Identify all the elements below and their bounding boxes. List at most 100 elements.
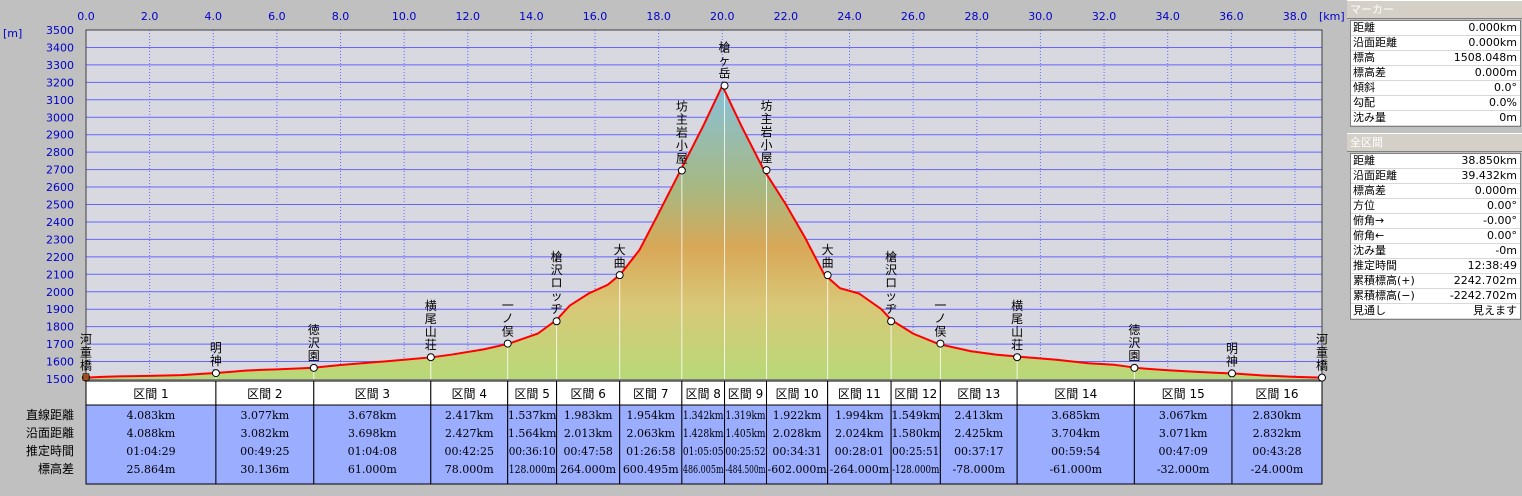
waypoint-label-char: 明 xyxy=(1226,341,1238,355)
total-row: 見通し 見えます xyxy=(1351,304,1520,319)
waypoint-marker xyxy=(309,363,318,372)
marker-row-value: 0.0% xyxy=(1489,96,1517,109)
marker-row: 傾斜 0.0° xyxy=(1351,81,1520,96)
waypoint-label-char: 槍 xyxy=(719,40,731,55)
marker-row-key: 沿面距離 xyxy=(1353,36,1397,49)
waypoint-label-char: 沢 xyxy=(885,263,897,277)
segment-name: 区間 4 xyxy=(452,387,487,401)
total-row-key: 方位 xyxy=(1353,199,1375,212)
y-tick-label: 2400 xyxy=(46,216,74,229)
waypoint-label-char: 神 xyxy=(1226,354,1238,368)
x-tick-label: 26.0 xyxy=(901,10,926,23)
x-tick-label: 36.0 xyxy=(1219,10,1244,23)
segment-header-cell xyxy=(724,380,768,406)
segment-data-cell xyxy=(619,404,683,485)
waypoint-label-char: 屋 xyxy=(761,151,773,165)
segment-value: 3.067km xyxy=(1159,409,1208,422)
segment-value: 3.071km xyxy=(1159,427,1208,440)
segment-value: 00:25:51 xyxy=(892,445,939,458)
total-row: 俯角← 0.00° xyxy=(1351,229,1520,244)
segment-data-cell xyxy=(85,404,217,485)
segment-value: -61.000m xyxy=(1049,463,1102,476)
marker-row: 距離 0.000km xyxy=(1351,21,1520,36)
total-row-value: 38.850km xyxy=(1461,154,1517,167)
waypoint-label-char: 荘 xyxy=(425,338,437,352)
total-row-value: 2242.702m xyxy=(1453,274,1517,287)
total-row-value: 39.432km xyxy=(1461,169,1517,182)
waypoint-marker xyxy=(762,166,771,175)
segment-value: 61.000m xyxy=(348,463,397,476)
y-tick-label: 2500 xyxy=(46,199,74,212)
marker-row-value: 0.000km xyxy=(1468,36,1517,49)
x-tick-label: 2.0 xyxy=(141,10,159,23)
x-tick-label: 16.0 xyxy=(583,10,608,23)
waypoint-marker xyxy=(887,317,896,326)
waypoint-marker xyxy=(503,339,512,348)
waypoint-marker xyxy=(1130,363,1139,372)
y-tick-label: 1500 xyxy=(46,373,74,386)
segment-data-cell xyxy=(215,404,315,485)
segment-value: -484.500m xyxy=(726,463,766,476)
waypoint-label-char: 山 xyxy=(1011,325,1023,339)
waypoint-label-char: 一 xyxy=(502,299,514,313)
segment-value: 01:05:05 xyxy=(683,445,724,458)
segment-value: 4.088km xyxy=(127,427,176,440)
segment-value: 3.704km xyxy=(1051,427,1100,440)
total-row-value: -0m xyxy=(1495,244,1517,257)
waypoint-label-char: 小 xyxy=(676,138,688,152)
total-row-value: 0.00° xyxy=(1487,229,1517,242)
segment-value: 01:04:29 xyxy=(126,445,175,458)
segment-value: 2.413km xyxy=(954,409,1003,422)
segment-value: -128.000m xyxy=(892,463,940,476)
y-tick-label: 3300 xyxy=(46,59,74,72)
segment-name: 区間 10 xyxy=(776,387,819,401)
segment-data-cell xyxy=(430,404,509,485)
waypoint-label-char: ッ xyxy=(885,289,897,303)
y-tick-label: 3400 xyxy=(46,41,74,54)
total-row-value: 12:38:49 xyxy=(1467,259,1517,272)
waypoint-label-char: 河 xyxy=(1316,333,1328,347)
marker-row-key: 標高 xyxy=(1353,51,1375,64)
total-row-key: 推定時間 xyxy=(1353,259,1397,272)
total-row-key: 見通し xyxy=(1353,304,1386,317)
segment-data-cell xyxy=(890,404,941,485)
waypoint-label-char: 坊 xyxy=(761,98,773,113)
waypoint-label-char: 橋 xyxy=(80,359,92,373)
waypoint-label-char: 沢 xyxy=(1128,336,1140,350)
segment-value: 1.954km xyxy=(626,409,675,422)
elevation-profile-chart[interactable]: 区間 1 4.083km 4.088km 01:04:29 25.864m 区間 2 3.0… xyxy=(0,0,1345,496)
waypoint-label-char: 曲 xyxy=(822,256,834,270)
y-tick-label: 2800 xyxy=(46,146,74,159)
total-panel: 全区間 距離 38.850km 沿面距離 39.432km 標高差 0.000m 方位 0.0… xyxy=(1347,133,1522,320)
waypoint-label-char: ヶ xyxy=(719,54,731,68)
marker-row-key: 沈み量 xyxy=(1353,111,1386,124)
x-tick-label: 12.0 xyxy=(456,10,481,23)
marker-row-value: 0.000m xyxy=(1474,66,1517,79)
waypoint-label-char: 俣 xyxy=(502,325,514,339)
segment-value: 3.685km xyxy=(1051,409,1100,422)
total-row-key: 標高差 xyxy=(1353,184,1386,197)
marker-row: 標高 1508.048m xyxy=(1351,51,1520,66)
waypoint-label-char: 横 xyxy=(1011,299,1023,313)
segment-value: 00:25:52 xyxy=(726,445,766,458)
x-tick-label: 34.0 xyxy=(1155,10,1180,23)
waypoint-marker xyxy=(1013,353,1022,362)
waypoint-label-char: 俣 xyxy=(934,325,946,339)
waypoint-marker xyxy=(211,369,220,378)
waypoint-label-char: 大 xyxy=(614,243,626,257)
waypoint-label-char: 童 xyxy=(1316,345,1328,360)
segment-value: 264.000m xyxy=(560,463,616,476)
segment-value: 00:47:09 xyxy=(1158,445,1207,458)
marker-row: 沿面距離 0.000km xyxy=(1351,36,1520,51)
segment-value: 01:26:58 xyxy=(626,445,675,458)
total-row: 累積標高(−) -2242.702m xyxy=(1351,289,1520,304)
y-tick-label: 2900 xyxy=(46,129,74,142)
total-row: 距離 38.850km xyxy=(1351,154,1520,169)
segment-value: 128.000m xyxy=(509,463,556,476)
row-label: 推定時間 xyxy=(26,443,74,458)
y-tick-label: 3500 xyxy=(46,24,74,37)
marker-row-key: 標高差 xyxy=(1353,66,1386,79)
y-tick-label: 2100 xyxy=(46,268,74,281)
waypoint-marker xyxy=(1227,369,1236,378)
